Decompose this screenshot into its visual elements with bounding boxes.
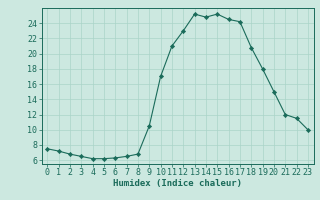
X-axis label: Humidex (Indice chaleur): Humidex (Indice chaleur)	[113, 179, 242, 188]
